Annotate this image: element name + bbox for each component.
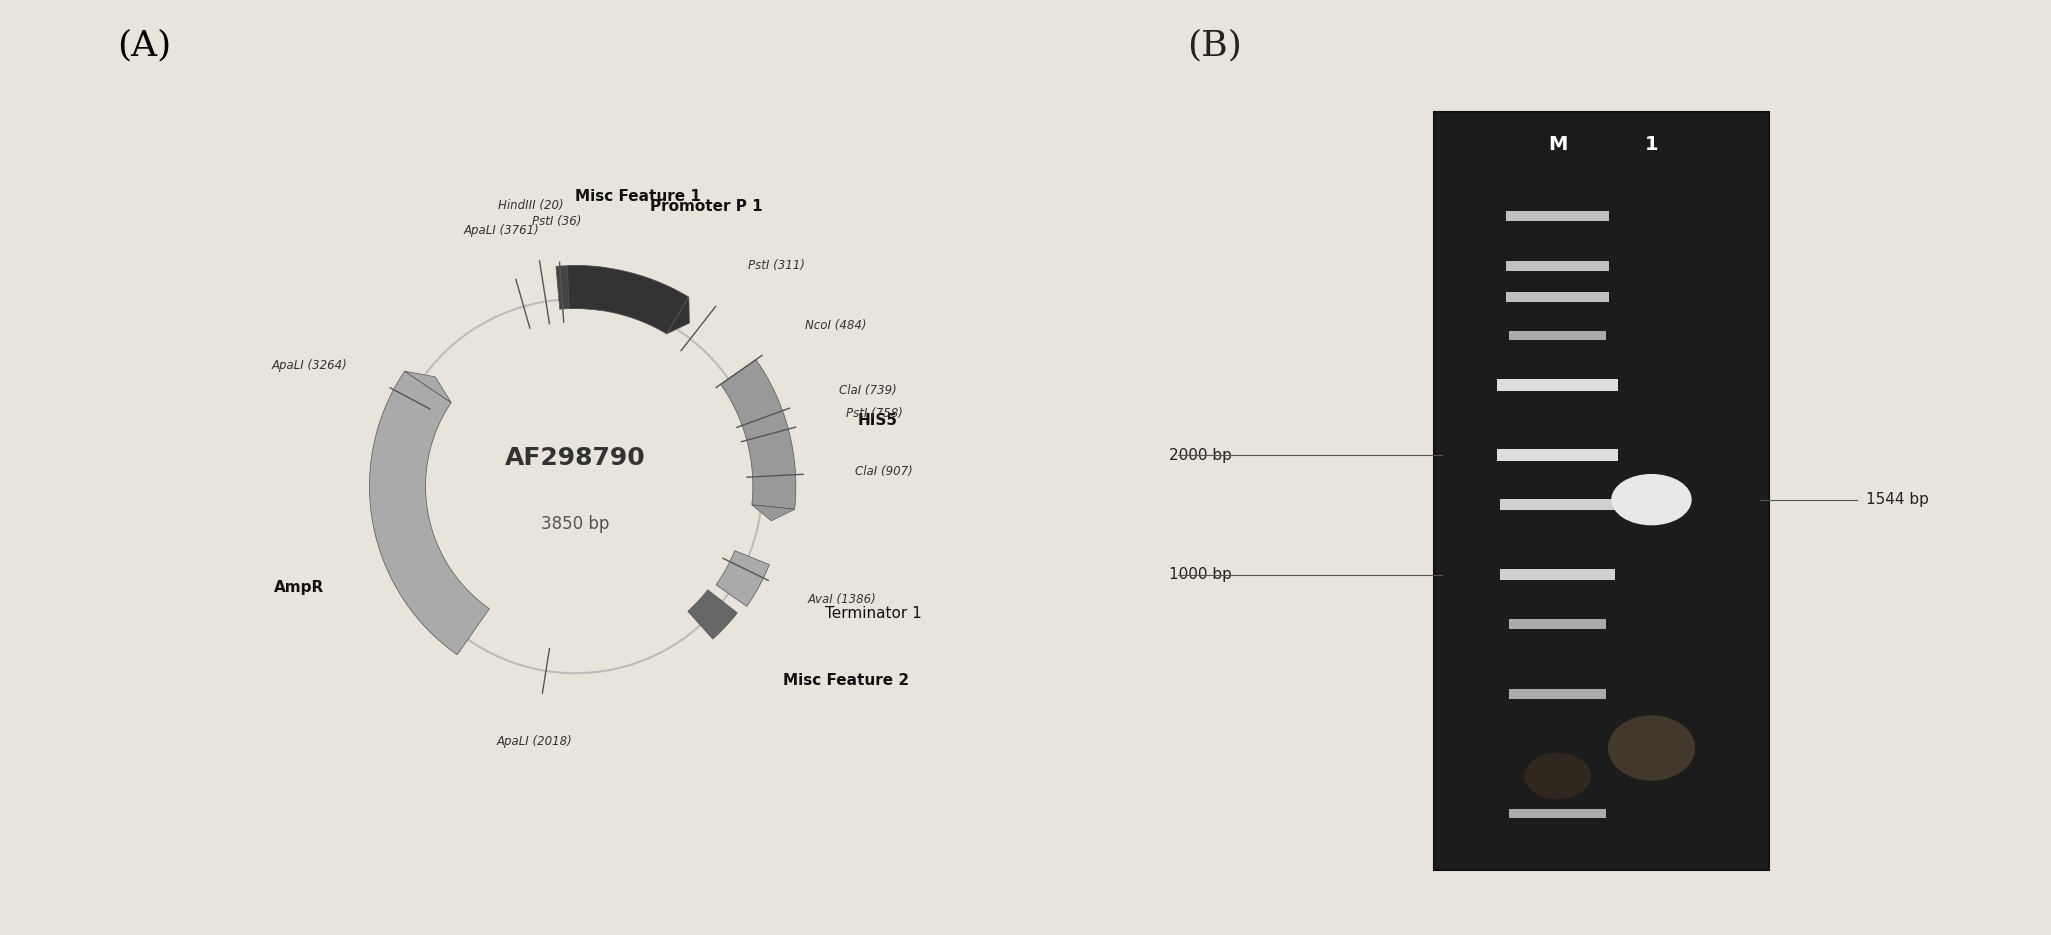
Bar [1501,568,1614,580]
Bar [1501,499,1614,511]
Text: AmpR: AmpR [273,581,324,596]
Text: AvaI (1386): AvaI (1386) [808,593,876,606]
Bar [1505,261,1608,271]
Text: 1544 bp: 1544 bp [1866,492,1928,507]
Text: Misc Feature 1: Misc Feature 1 [574,189,701,204]
Text: Misc Feature 2: Misc Feature 2 [783,672,909,687]
Polygon shape [556,266,605,310]
Bar [1434,112,1768,870]
Text: 1: 1 [1645,136,1659,154]
Text: ApaLI (3761): ApaLI (3761) [464,224,539,237]
Text: 1000 bp: 1000 bp [1169,567,1233,582]
Text: ApaLI (3264): ApaLI (3264) [271,358,347,371]
Polygon shape [369,371,490,654]
Text: 3850 bp: 3850 bp [541,514,609,533]
Bar [1510,331,1606,340]
Text: (B): (B) [1188,28,1241,62]
Text: M: M [1549,136,1567,154]
Polygon shape [568,266,689,334]
Bar [1510,619,1606,629]
Bar [1497,379,1618,392]
Text: HIS5: HIS5 [857,413,898,428]
Ellipse shape [1612,474,1692,525]
Polygon shape [667,297,689,334]
Bar [1505,211,1608,222]
Polygon shape [687,590,736,639]
Text: PstI (36): PstI (36) [531,215,580,228]
Bar [1510,809,1606,818]
Text: AF298790: AF298790 [505,446,646,470]
Text: 2000 bp: 2000 bp [1169,448,1233,463]
Text: Promoter P 1: Promoter P 1 [650,199,763,214]
Text: PstI (311): PstI (311) [749,259,804,272]
Polygon shape [716,551,769,606]
Text: ClaI (739): ClaI (739) [839,383,896,396]
Text: ClaI (907): ClaI (907) [855,465,913,478]
Text: PstI (758): PstI (758) [847,407,902,420]
Bar [1510,689,1606,698]
Bar [1497,449,1618,461]
Ellipse shape [1608,715,1694,781]
Bar [1505,292,1608,302]
Polygon shape [753,505,794,521]
Polygon shape [720,360,796,510]
Text: HindIII (20): HindIII (20) [498,199,564,212]
Text: ApaLI (2018): ApaLI (2018) [496,735,572,748]
Text: NcoI (484): NcoI (484) [804,319,866,332]
Ellipse shape [1524,753,1592,799]
Polygon shape [404,371,451,403]
Text: Terminator 1: Terminator 1 [825,606,921,621]
Text: (A): (A) [117,28,172,62]
